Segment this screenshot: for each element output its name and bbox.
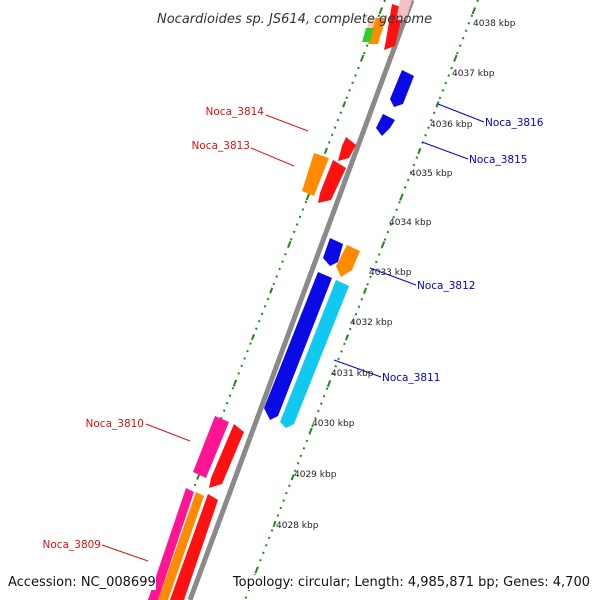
scale-tick — [290, 474, 295, 481]
scale-tick — [344, 334, 349, 341]
scale-tick — [323, 147, 328, 155]
leader-line-noca-3809 — [101, 544, 149, 562]
scale-tick — [342, 101, 347, 108]
gene-feature-noca-3809a[interactable] — [148, 488, 194, 600]
leader-line-noca-3812 — [369, 267, 417, 286]
scale-tick — [305, 194, 310, 201]
scale-tick — [381, 241, 386, 248]
gene-feature-noca-3809c[interactable] — [170, 494, 218, 600]
kbp-label: 4030 kbp — [312, 419, 355, 429]
topology-summary: Topology: circular; Length: 4,985,871 bp… — [232, 575, 590, 590]
gene-feature-noca-3812b[interactable] — [336, 245, 360, 277]
scale-tick — [360, 54, 365, 61]
kbp-label: 4038 kbp — [473, 19, 516, 29]
kbp-label: 4037 kbp — [452, 69, 495, 79]
gene-feature-noca-3816[interactable] — [390, 70, 414, 107]
gene-feature-group-top[interactable] — [362, 0, 412, 50]
gene-feature[interactable] — [396, 0, 412, 20]
scale-tick — [250, 333, 256, 341]
scale-tick — [435, 101, 440, 108]
scale-tick — [453, 54, 458, 61]
gene-feature-noca-3809b[interactable] — [158, 492, 204, 600]
gene-feature-noca-3810b[interactable] — [209, 424, 244, 488]
gene-label-noca-3810[interactable]: Noca_3810 — [86, 418, 144, 430]
leader-line-noca-3813 — [250, 147, 295, 167]
leader-line-noca-3810 — [145, 423, 191, 442]
gene-feature[interactable] — [368, 18, 386, 44]
gene-feature-noca-3815[interactable] — [376, 114, 395, 136]
gene-label-noca-3809[interactable]: Noca_3809 — [43, 539, 101, 551]
gene-label-noca-3816[interactable]: Noca_3816 — [485, 117, 544, 129]
gene-label-noca-3814[interactable]: Noca_3814 — [206, 106, 265, 118]
scale-tick — [196, 473, 201, 480]
leader-line-noca-3811 — [333, 359, 382, 378]
gene-feature-noca-3811a[interactable] — [264, 272, 332, 420]
kbp-label: 4029 kbp — [294, 470, 337, 480]
outer-dotted-ring — [244, 0, 479, 600]
kbp-label: 4033 kbp — [369, 268, 412, 278]
genome-backbone — [187, 0, 415, 600]
kbp-label: 4035 kbp — [410, 169, 453, 179]
gene-feature-noca-3812a[interactable] — [323, 238, 343, 266]
kbp-label: 4034 kbp — [389, 218, 432, 228]
gene-feature-noca-3813a[interactable] — [302, 153, 329, 196]
scale-tick — [272, 520, 277, 528]
scale-tick — [269, 287, 274, 294]
scale-tick — [232, 380, 237, 387]
kbp-label: 4028 kbp — [276, 521, 319, 531]
accession-label: Accession: NC_008699 — [8, 575, 156, 590]
kbp-label: 4031 kbp — [331, 369, 374, 379]
gene-label-noca-3812[interactable]: Noca_3812 — [417, 280, 475, 292]
gene-label-noca-3815[interactable]: Noca_3815 — [469, 154, 527, 166]
scale-tick — [471, 8, 476, 15]
scale-tick — [417, 147, 422, 155]
genome-title: Nocardioides sp. JS614, complete genome — [157, 12, 432, 27]
leader-line-noca-3815 — [421, 141, 469, 160]
kbp-label: 4036 kbp — [430, 120, 473, 130]
gene-label-noca-3813[interactable]: Noca_3813 — [192, 140, 250, 152]
gene-feature[interactable] — [362, 28, 374, 42]
leader-line-noca-3814 — [265, 114, 309, 132]
gene-feature-noca-3814[interactable] — [338, 137, 356, 161]
scale-tick — [326, 380, 331, 388]
scale-tick — [287, 240, 292, 248]
leader-line-noca-3816 — [437, 103, 485, 123]
kbp-label: 4032 kbp — [350, 318, 393, 328]
gene-feature-noca-3810a[interactable] — [193, 416, 229, 478]
gene-feature-noca-3811b[interactable] — [280, 280, 349, 428]
scale-tick — [399, 194, 404, 201]
gene-feature-noca-3813b[interactable] — [318, 160, 346, 203]
scale-tick — [363, 287, 368, 294]
scale-tick — [254, 567, 259, 574]
gene-label-noca-3811[interactable]: Noca_3811 — [382, 372, 440, 384]
scale-tick — [378, 8, 383, 15]
scale-tick — [308, 427, 313, 434]
